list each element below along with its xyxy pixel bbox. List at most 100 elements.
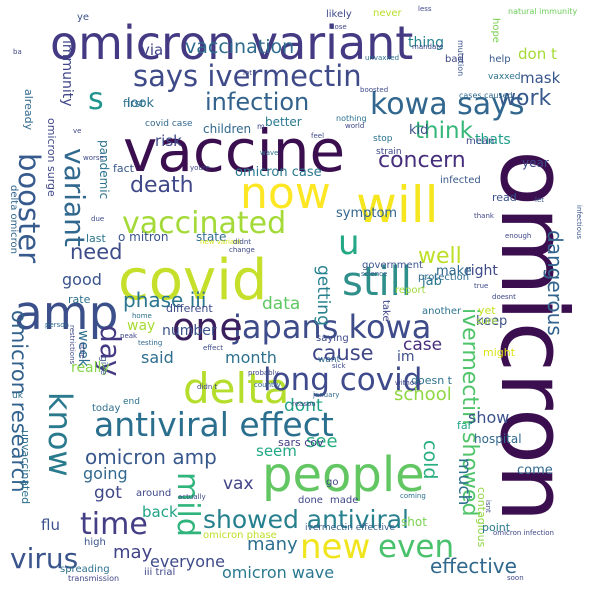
word: says ivermectin xyxy=(133,59,362,93)
word: fact xyxy=(113,162,134,175)
word: world xyxy=(345,122,365,130)
word: right xyxy=(465,263,498,279)
word: infected xyxy=(440,175,481,186)
word: covid case xyxy=(145,119,193,129)
word: week xyxy=(75,330,91,367)
word: omicron amp xyxy=(85,445,217,469)
word: january xyxy=(313,391,340,399)
word: im xyxy=(397,349,415,365)
word: point xyxy=(482,521,511,534)
word: virus xyxy=(10,542,79,575)
word: worse xyxy=(83,154,104,162)
word: unvaxxed xyxy=(365,54,400,62)
word: sure xyxy=(476,316,498,327)
word: protection xyxy=(418,272,470,283)
word: back xyxy=(142,503,178,521)
word: coming xyxy=(400,492,426,500)
word: concern xyxy=(378,148,466,173)
word: hospital xyxy=(474,432,522,446)
word: person xyxy=(45,321,69,329)
word: flu xyxy=(41,516,60,534)
word: enough xyxy=(505,232,532,240)
word: make xyxy=(436,264,472,279)
word: delta omicron xyxy=(8,185,19,254)
word: one xyxy=(172,305,243,349)
word: showed antiviral xyxy=(203,505,410,534)
word: natural immunity xyxy=(508,7,578,16)
word: thank xyxy=(474,212,494,220)
word: look xyxy=(127,96,155,111)
word: didnt xyxy=(233,238,252,246)
word: s xyxy=(88,82,104,117)
word: today xyxy=(92,403,121,414)
word: cases caused xyxy=(459,91,513,100)
word: mutation xyxy=(456,40,465,77)
word: effect xyxy=(203,344,224,352)
word: little xyxy=(78,343,86,359)
word: booster xyxy=(12,153,46,264)
word: vaccination xyxy=(185,36,295,58)
word: via xyxy=(141,41,164,59)
word: omicron surge xyxy=(45,118,58,197)
word: didn t xyxy=(197,383,218,391)
word: school xyxy=(394,384,452,405)
word: cause xyxy=(312,341,374,365)
word: want xyxy=(318,355,341,365)
word: home xyxy=(132,312,152,320)
word: high xyxy=(84,537,106,548)
word: omicron phase xyxy=(203,530,277,541)
word: made xyxy=(330,495,359,506)
word: reason xyxy=(292,400,316,408)
word: see xyxy=(306,431,338,452)
word: youre xyxy=(190,164,210,172)
word: go xyxy=(326,477,339,488)
word: m xyxy=(257,122,265,131)
word: let xyxy=(535,196,544,204)
word: cold xyxy=(419,440,441,480)
word: doesnt xyxy=(492,293,516,301)
word: japans kowa xyxy=(233,308,432,346)
word: jab xyxy=(422,274,442,289)
word: come xyxy=(517,463,553,478)
word: work xyxy=(498,86,552,111)
word: iii trial xyxy=(144,567,176,578)
word: mild xyxy=(170,472,205,537)
word: different xyxy=(166,302,213,315)
word: year xyxy=(522,156,549,170)
word: lot xyxy=(243,69,252,77)
word: now xyxy=(240,168,331,219)
word: around xyxy=(136,488,172,499)
word: kowa says xyxy=(370,87,525,122)
word: covid xyxy=(118,248,268,313)
word: antiviral effect xyxy=(94,405,334,444)
word: delta xyxy=(183,364,290,413)
word: even xyxy=(378,529,455,565)
word: immunity xyxy=(59,40,75,107)
word: sars cov xyxy=(278,436,324,449)
word: rate xyxy=(68,293,91,306)
word: ivermectin effective xyxy=(305,523,395,533)
word: sick xyxy=(332,362,346,370)
word: less xyxy=(418,5,432,13)
word: variant xyxy=(58,148,91,247)
word: omicron variant xyxy=(50,16,414,70)
word: new variant xyxy=(200,238,242,246)
word: omicron research xyxy=(7,310,31,493)
word: doesn t xyxy=(411,374,452,387)
word: vaccine xyxy=(123,117,346,185)
word: time xyxy=(80,507,148,542)
word: many xyxy=(247,534,298,555)
word: peak xyxy=(120,332,138,340)
word: government xyxy=(362,260,423,271)
word: actually xyxy=(178,493,206,501)
word: really xyxy=(71,360,110,376)
word: read xyxy=(492,191,517,204)
word: omicron case xyxy=(235,165,322,180)
word: ve xyxy=(73,127,82,135)
word: mean xyxy=(466,136,495,147)
word: still xyxy=(342,259,412,305)
word: data xyxy=(262,294,301,314)
word: getting xyxy=(313,265,333,326)
word: think xyxy=(415,118,473,144)
